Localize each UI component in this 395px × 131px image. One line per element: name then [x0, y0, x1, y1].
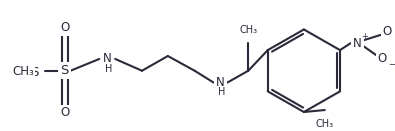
Text: CH₃: CH₃	[10, 66, 32, 79]
Text: O: O	[383, 25, 392, 38]
Text: N: N	[216, 76, 225, 89]
Text: O: O	[378, 52, 387, 66]
Text: −: −	[388, 60, 395, 69]
Text: CH₃: CH₃	[12, 65, 34, 78]
Text: CH₃: CH₃	[316, 119, 334, 129]
Text: CH: CH	[15, 66, 32, 79]
Text: H: H	[105, 64, 112, 74]
Text: O: O	[60, 107, 69, 119]
Text: S: S	[31, 66, 38, 79]
Text: O: O	[60, 21, 69, 34]
Text: CH₃: CH₃	[239, 25, 257, 35]
Text: N: N	[353, 37, 362, 50]
Text: H: H	[218, 87, 225, 97]
Text: S: S	[60, 64, 69, 77]
Text: N: N	[103, 52, 112, 66]
Text: +: +	[361, 32, 368, 41]
